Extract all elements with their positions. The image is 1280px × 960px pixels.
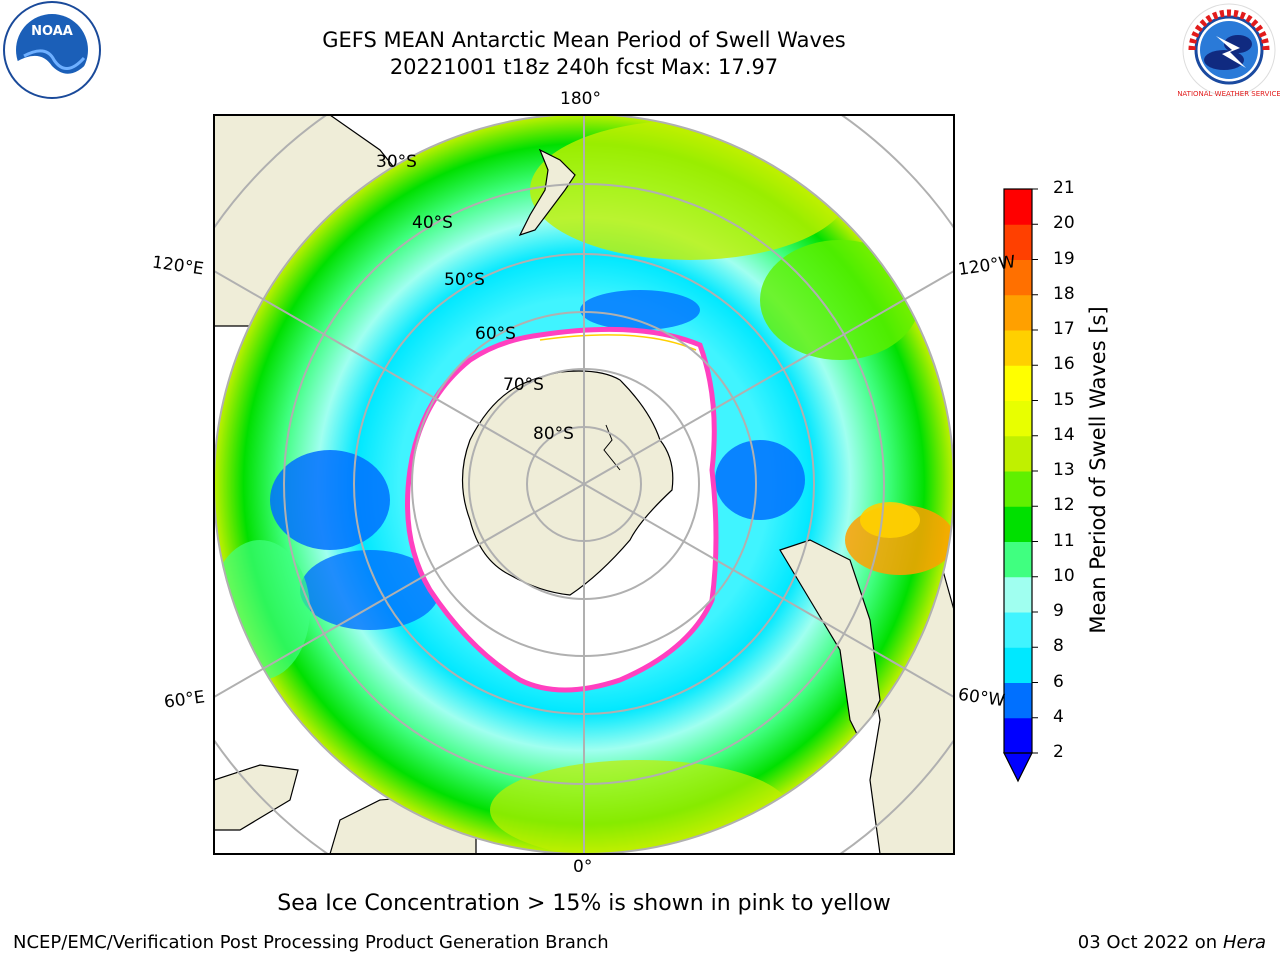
colorbar-tick-label: 15 xyxy=(1053,389,1075,410)
noaa-logo-text: NOAA xyxy=(31,24,73,39)
colorbar-segment xyxy=(1004,294,1032,331)
graticule xyxy=(214,115,954,854)
colorbar-tick-label: 21 xyxy=(1053,178,1075,198)
lon-label-0: 0° xyxy=(573,857,593,877)
footer-org: NCEP/EMC/Verification Post Processing Pr… xyxy=(13,932,609,953)
lat-label-70s: 70°S xyxy=(503,375,544,395)
colorbar-segment xyxy=(1004,541,1032,578)
colorbar-segment xyxy=(1004,189,1032,225)
colorbar-segment xyxy=(1004,717,1032,754)
chart-subtitle: 20221001 t18z 240h fcst Max: 17.97 xyxy=(389,55,779,79)
colorbar-segment xyxy=(1004,435,1032,472)
map-frame xyxy=(213,114,955,855)
colorbar-segment xyxy=(1004,506,1032,542)
new-zealand xyxy=(518,148,576,237)
lat-label-40s: 40°S xyxy=(412,213,453,233)
colorbar-segment xyxy=(1004,365,1032,401)
colorbar-segment xyxy=(1004,471,1032,507)
colorbar-segment xyxy=(1004,330,1032,366)
colorbar-tick-label: 8 xyxy=(1053,636,1064,657)
colorbar-tick-label: 18 xyxy=(1053,283,1075,304)
colorbar-segment xyxy=(1004,682,1032,719)
colorbar-tick-label: 9 xyxy=(1053,601,1064,621)
colorbar-tick-label: 19 xyxy=(1053,248,1075,269)
colorbar-segment xyxy=(1004,612,1032,648)
lat-label-50s: 50°S xyxy=(444,270,485,290)
footer-date-text: 03 Oct 2022 on xyxy=(1077,932,1223,953)
colorbar-segment xyxy=(1004,259,1032,296)
footer-host: Hera xyxy=(1222,932,1266,953)
chart-title: GEFS MEAN Antarctic Mean Period of Swell… xyxy=(322,28,846,52)
colorbar-tick-label: 11 xyxy=(1053,530,1075,551)
colorbar-tick-label: 16 xyxy=(1053,354,1075,375)
antarctica xyxy=(461,370,674,596)
colorbar xyxy=(1003,188,1038,783)
map-caption: Sea Ice Concentration > 15% is shown in … xyxy=(277,891,891,916)
lat-label-30s: 30°S xyxy=(376,152,417,172)
colorbar-segment xyxy=(1004,576,1032,613)
lat-label-80s: 80°S xyxy=(533,424,574,444)
colorbar-tick-label: 12 xyxy=(1053,495,1075,516)
colorbar-tick-label: 20 xyxy=(1053,213,1075,234)
colorbar-tick-label: 14 xyxy=(1053,424,1075,445)
colorbar-tick-label: 13 xyxy=(1053,460,1075,480)
colorbar-segment xyxy=(1004,400,1032,437)
colorbar-segment xyxy=(1004,224,1032,260)
colorbar-extend-arrow xyxy=(1003,752,1033,783)
colorbar-tick-label: 10 xyxy=(1053,565,1075,586)
colorbar-segment xyxy=(1004,647,1032,683)
lon-label-180: 180° xyxy=(560,89,601,109)
colorbar-tick-label: 4 xyxy=(1053,706,1064,727)
colorbar-title: Mean Period of Swell Waves [s] xyxy=(1086,306,1110,634)
colorbar-tick-label: 2 xyxy=(1053,742,1064,762)
colorbar-tick-label: 6 xyxy=(1053,671,1064,692)
footer-date: 03 Oct 2022 on Hera xyxy=(1078,932,1266,953)
colorbar-tick-label: 17 xyxy=(1053,319,1075,339)
noaa-logo: NOAA xyxy=(3,1,101,99)
nws-logo-text: NATIONAL WEATHER SERVICE xyxy=(1178,90,1280,98)
nws-logo: NATIONAL WEATHER SERVICE xyxy=(1178,3,1280,98)
lat-label-60s: 60°S xyxy=(475,324,516,344)
